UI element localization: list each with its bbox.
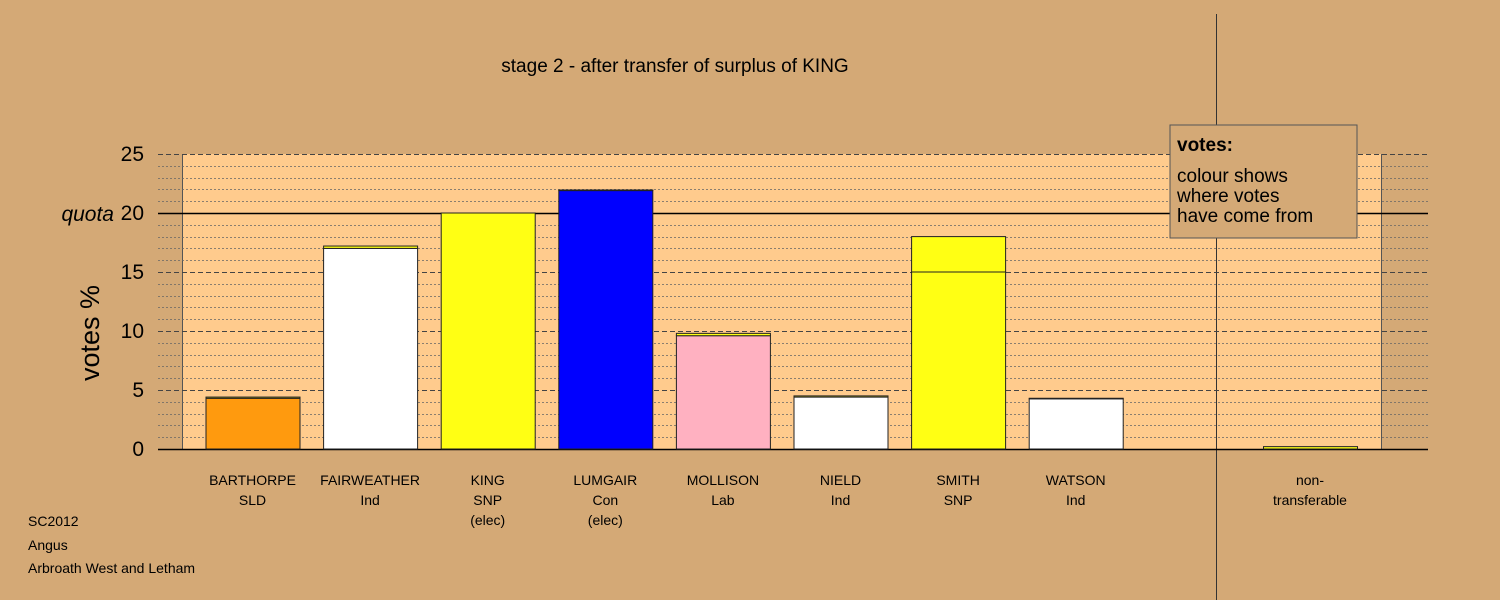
- legend-box: [1169, 124, 1358, 239]
- legend: votes: colour shows where votes have com…: [1169, 124, 1358, 239]
- y-axis-label: votes %: [75, 285, 105, 381]
- bar-smith-segment: [911, 236, 1007, 273]
- bar-lumgair-segment: [558, 189, 654, 192]
- candidate-party: Ind: [360, 492, 379, 508]
- plot-right-panel: [1381, 154, 1428, 449]
- candidate-name: NIELD: [820, 472, 861, 488]
- candidate-name: LUMGAIR: [573, 472, 637, 488]
- candidate-status: (elec): [588, 512, 623, 528]
- footer-line-3: Arbroath West and Letham: [28, 560, 195, 576]
- bar-smith-segment: [911, 271, 1007, 450]
- bar-barthorpe-segment: [205, 396, 301, 399]
- y-tick-label: 10: [121, 320, 144, 343]
- bar-fairweather-segment: [323, 247, 419, 450]
- y-tick-label: 5: [132, 379, 144, 402]
- candidate-party: SNP: [473, 492, 502, 508]
- candidate-party: Ind: [831, 492, 850, 508]
- candidate-name: BARTHORPE: [209, 472, 296, 488]
- candidate-status: (elec): [470, 512, 505, 528]
- y-tick-label: 20: [121, 202, 144, 225]
- candidate-name: SMITH: [936, 472, 980, 488]
- nontransferable-label-1: non-: [1296, 472, 1324, 488]
- bar-nield-segment: [793, 396, 889, 450]
- y-tick-label: 15: [121, 261, 144, 284]
- candidate-party: SNP: [944, 492, 973, 508]
- candidate-name: MOLLISON: [687, 472, 759, 488]
- bar-watson-segment: [1028, 398, 1124, 450]
- bar-mollison-segment: [675, 335, 771, 450]
- legend-line-3: have come from: [1177, 206, 1313, 227]
- footer-line-2: Angus: [28, 537, 68, 553]
- legend-title: votes:: [1177, 135, 1233, 156]
- quota-label: quota: [61, 203, 114, 226]
- bar-king-segment: [440, 212, 536, 450]
- candidate-party: Ind: [1066, 492, 1085, 508]
- nontransferable-label-2: transferable: [1273, 492, 1347, 508]
- legend-line-1: colour shows: [1177, 166, 1288, 187]
- bar-fairweather-segment: [323, 245, 419, 249]
- chart-title: stage 2 - after transfer of surplus of K…: [501, 56, 848, 77]
- bar-watson-segment: [1028, 397, 1124, 400]
- y-tick-labels: 0 5 10 15 20 25: [121, 143, 144, 461]
- bar-nield-segment: [793, 395, 889, 398]
- candidate-party: Lab: [711, 492, 735, 508]
- footer-line-1: SC2012: [28, 513, 79, 529]
- y-tick-label: 25: [121, 143, 144, 166]
- bar-nontransferable-segment: [1263, 446, 1358, 450]
- bar-lumgair-segment: [558, 190, 654, 450]
- candidate-party: SLD: [239, 492, 266, 508]
- candidate-name: WATSON: [1046, 472, 1106, 488]
- bars: [205, 189, 1358, 450]
- x-tick-labels: BARTHORPE SLD FAIRWEATHER Ind KING SNP (elec) L…: [209, 472, 1347, 528]
- candidate-name: FAIRWEATHER: [320, 472, 420, 488]
- candidate-name: KING: [471, 472, 505, 488]
- bar-barthorpe-segment: [205, 397, 301, 450]
- candidate-party: Con: [592, 492, 618, 508]
- legend-line-2: where votes: [1176, 186, 1279, 207]
- bar-mollison-segment: [675, 332, 771, 337]
- y-tick-label: 0: [132, 438, 144, 461]
